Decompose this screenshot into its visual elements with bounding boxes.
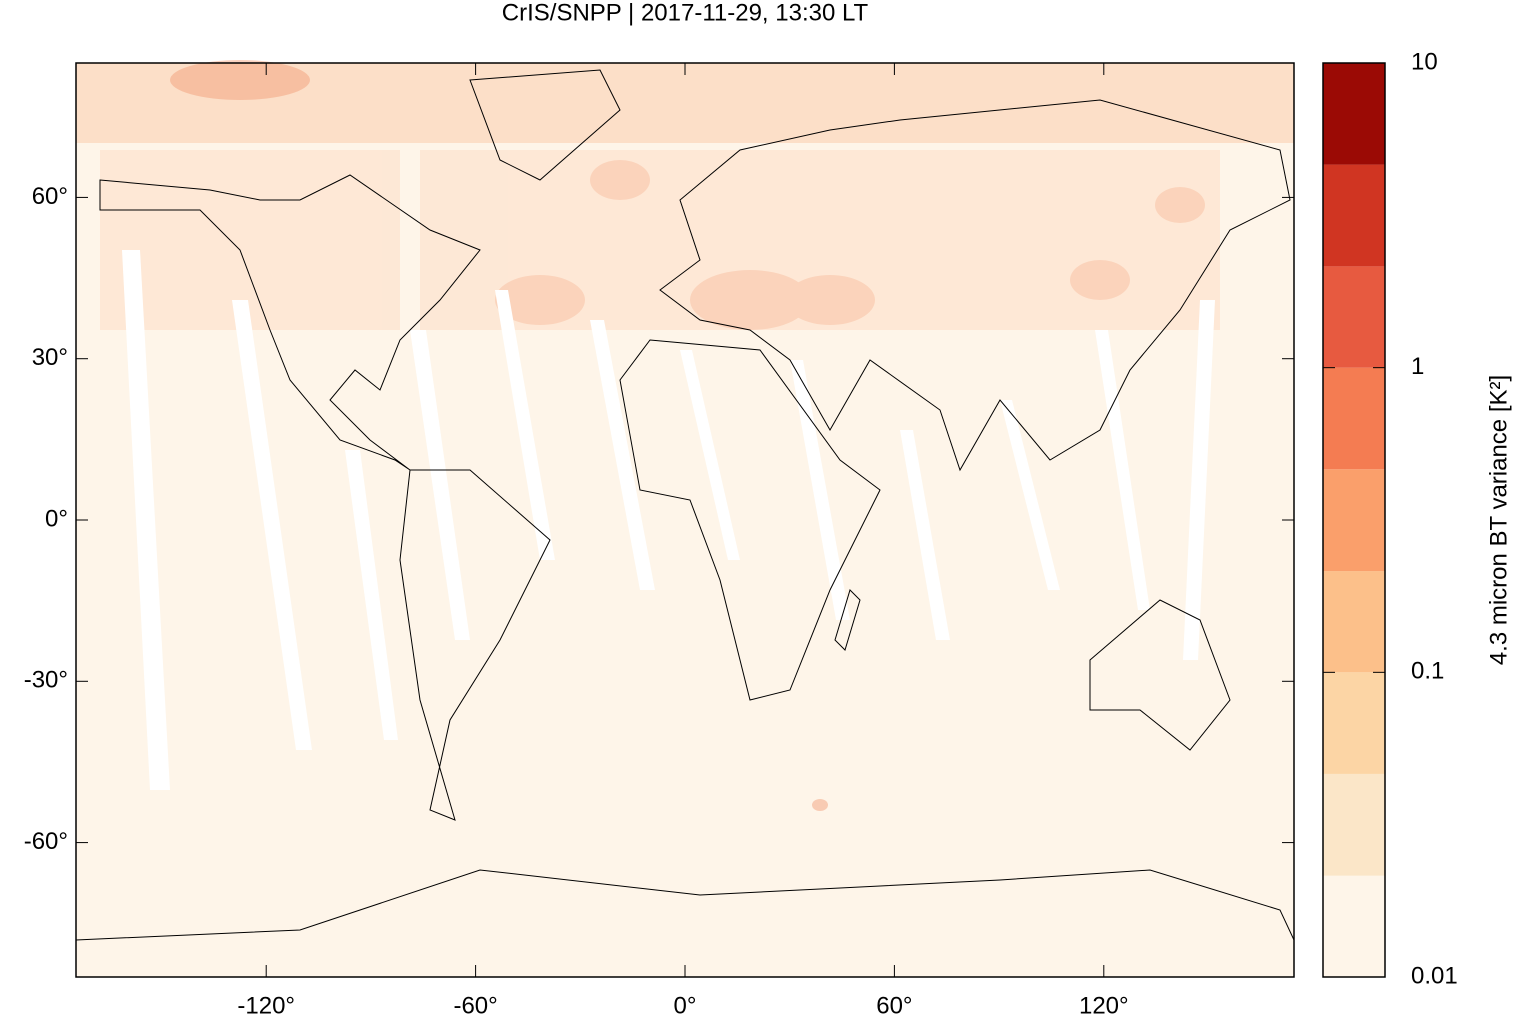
colorbar-band	[1323, 672, 1385, 774]
colorbar-band	[1323, 266, 1385, 368]
x-tick-label: 0°	[674, 992, 697, 1019]
midlatitude-band	[100, 150, 1220, 330]
colorbar-tick-label: 10	[1411, 48, 1438, 75]
coastlines	[75, 69, 1295, 941]
colorbar-tick-label: 0.1	[1411, 658, 1444, 685]
colorbar-label: 4.3 micron BT variance [K²]	[1485, 375, 1512, 665]
y-tick-label: -60°	[24, 828, 68, 855]
y-tick-label: 60°	[32, 183, 68, 210]
colorbar-tick-label: 1	[1411, 353, 1424, 380]
arctic-band	[76, 63, 1294, 143]
y-tick-label: -30°	[24, 667, 68, 694]
colorbar-band	[1323, 571, 1385, 673]
x-tick-label: -60°	[453, 992, 497, 1019]
x-tick-label: 60°	[876, 992, 912, 1019]
swath-gaps	[122, 250, 1215, 790]
colorbar-band	[1323, 164, 1385, 267]
colorbar-band	[1323, 773, 1385, 876]
x-tick-label: 120°	[1079, 992, 1129, 1019]
x-tick-label: -120°	[237, 992, 295, 1019]
colorbar-tick-label: 0.01	[1411, 962, 1458, 989]
y-tick-label: 0°	[45, 505, 68, 532]
colorbar-band	[1323, 875, 1385, 977]
y-tick-label: 30°	[32, 344, 68, 371]
map-field	[75, 60, 1295, 977]
colorbar-band	[1323, 469, 1385, 572]
chart-title: CrIS/SNPP | 2017-11-29, 13:30 LT	[502, 0, 869, 26]
colorbar-band	[1323, 63, 1385, 165]
colorbar-band	[1323, 367, 1385, 470]
colorbar-frame	[1322, 62, 1386, 978]
